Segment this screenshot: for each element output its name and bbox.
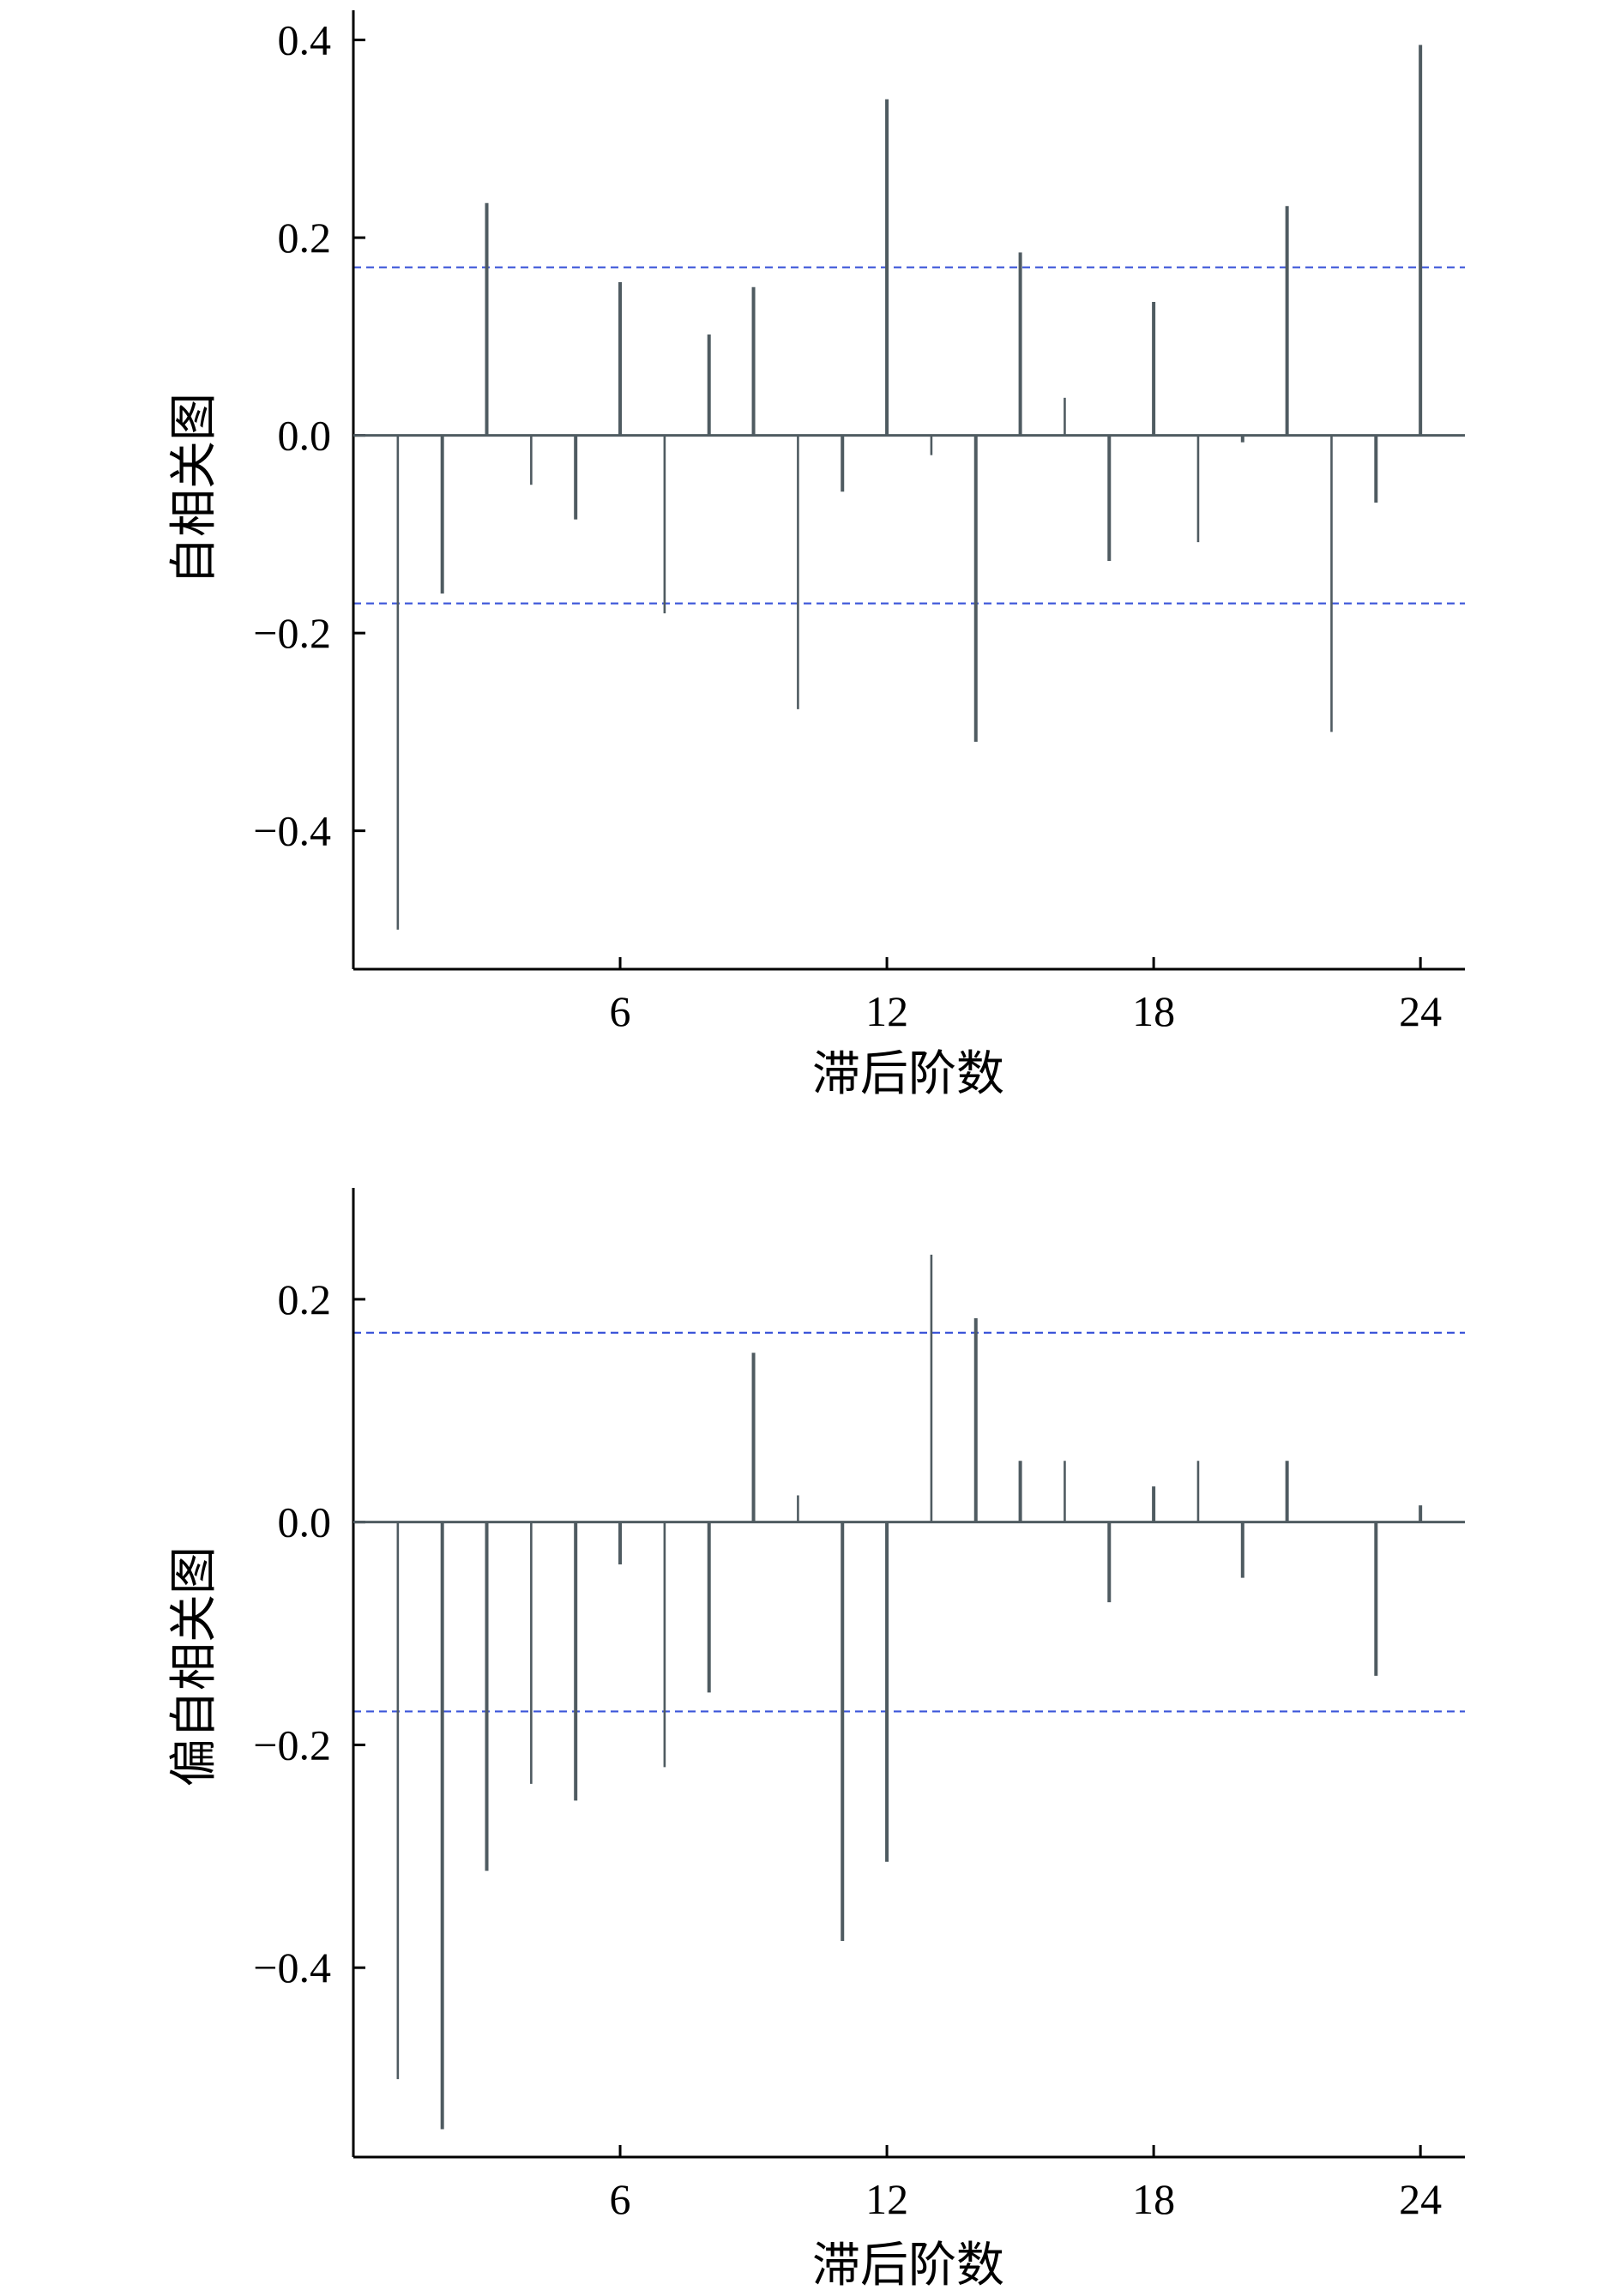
pacf-x-tick-label: 18 xyxy=(1132,2175,1175,2223)
pacf-y-axis: −0.4 −0.2 0.0 0.2 xyxy=(253,1188,365,2157)
pacf-x-tick-label: 6 xyxy=(610,2175,631,2223)
pacf-panel: −0.4 −0.2 0.0 0.2 6 12 18 24 滞后阶数 偏自相关图 xyxy=(166,1188,1465,2293)
pacf-x-tick-label: 24 xyxy=(1399,2175,1442,2223)
acf-panel: −0.4 −0.2 0.0 0.2 0.4 6 12 18 24 滞后阶数 自相关图 xyxy=(166,10,1465,1102)
acf-confidence-bands xyxy=(353,266,1465,605)
acf-stems xyxy=(396,45,1423,930)
pacf-confidence-bands xyxy=(353,1331,1465,1713)
acf-y-tick-label: 0.4 xyxy=(278,16,332,64)
acf-x-axis: 6 12 18 24 xyxy=(353,957,1465,1035)
pacf-y-axis-label: 偏自相关图 xyxy=(166,1546,222,1787)
pacf-x-axis: 6 12 18 24 xyxy=(353,2145,1465,2223)
acf-y-tick-label: 0.2 xyxy=(278,214,332,262)
pacf-x-tick-label: 12 xyxy=(865,2175,908,2223)
acf-y-axis-label: 自相关图 xyxy=(166,393,222,585)
acf-x-tick-label: 12 xyxy=(865,987,908,1035)
pacf-x-axis-label: 滞后阶数 xyxy=(812,2238,1004,2293)
acf-x-tick-label: 6 xyxy=(610,987,631,1035)
pacf-y-tick-label: 0.2 xyxy=(278,1275,332,1323)
acf-y-tick-label: −0.4 xyxy=(253,807,331,855)
acf-x-tick-label: 18 xyxy=(1132,987,1175,1035)
pacf-y-tick-label: 0.0 xyxy=(278,1498,332,1546)
acf-x-tick-label: 24 xyxy=(1399,987,1442,1035)
acf-y-axis: −0.4 −0.2 0.0 0.2 0.4 xyxy=(253,10,365,969)
pacf-y-tick-label: −0.4 xyxy=(253,1943,331,1992)
acf-y-tick-label: 0.0 xyxy=(278,412,332,460)
pacf-stems xyxy=(396,1254,1423,2130)
pacf-y-tick-label: −0.2 xyxy=(253,1720,331,1769)
acf-x-axis-label: 滞后阶数 xyxy=(812,1046,1004,1102)
acf-y-tick-label: −0.2 xyxy=(253,609,331,657)
